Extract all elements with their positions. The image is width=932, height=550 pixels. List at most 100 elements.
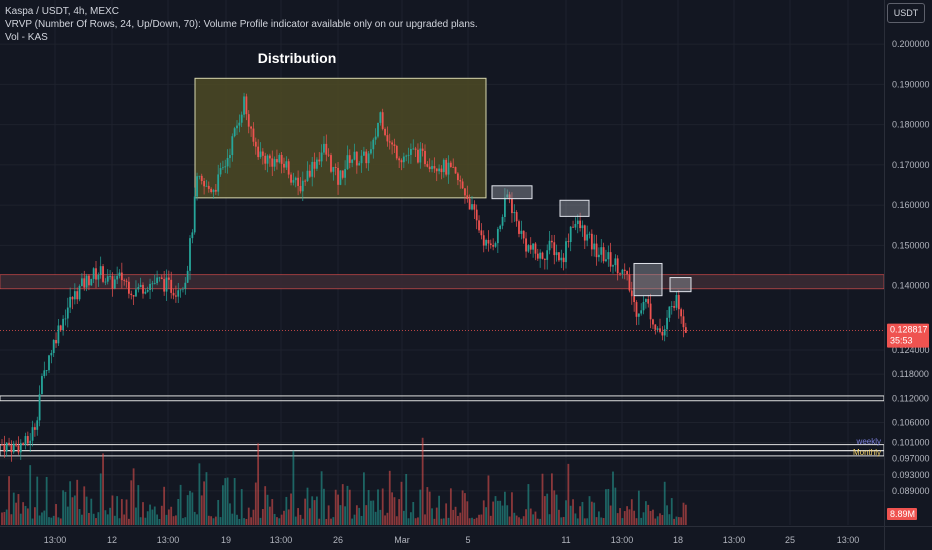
candle-body — [71, 296, 74, 300]
candle-body — [529, 245, 532, 250]
candle-body — [43, 370, 46, 377]
volume-bar — [595, 517, 598, 525]
candle-body — [374, 136, 377, 140]
candle-body — [55, 340, 57, 344]
candle-body — [640, 310, 643, 314]
volume-bar — [649, 510, 652, 525]
candle-body — [605, 259, 607, 262]
candle-body — [294, 177, 297, 181]
candle-body — [600, 247, 603, 255]
volume-bar — [447, 517, 450, 525]
candle-body — [579, 220, 581, 229]
volume-bar — [203, 481, 205, 525]
volume-bar — [367, 490, 370, 525]
candle-body — [240, 114, 243, 123]
current-price-badge — [887, 323, 929, 348]
volume-bar — [438, 495, 440, 525]
volume-bar — [567, 463, 570, 525]
candle-body — [184, 282, 187, 289]
candle-body — [649, 303, 652, 320]
volume-bar — [534, 511, 537, 525]
volume-bar — [182, 518, 184, 525]
candle-body — [341, 170, 344, 178]
candle-body — [492, 245, 495, 247]
candle-body — [621, 269, 624, 275]
volume-bar — [24, 505, 27, 525]
volume-bar — [135, 507, 137, 525]
candle-body — [38, 394, 41, 421]
candle-body — [482, 235, 485, 246]
y-tick-label: 0.190000 — [892, 79, 930, 89]
volume-bar — [379, 509, 382, 525]
candle-body — [97, 274, 100, 280]
volume-bar — [167, 509, 170, 525]
volume-bar — [353, 514, 356, 525]
candle-body — [475, 209, 478, 221]
candle-body — [62, 318, 64, 331]
volume-bar — [189, 490, 191, 525]
candle-body — [504, 197, 506, 217]
x-tick-label: 13:00 — [270, 535, 293, 545]
volume-bar — [210, 516, 213, 525]
volume-bar — [36, 476, 39, 525]
volume-bar — [250, 517, 252, 525]
candle-body — [417, 149, 419, 163]
candle-body — [264, 155, 267, 164]
y-tick-label: 0.089000 — [892, 486, 930, 496]
volume-bar — [410, 512, 412, 525]
candle-body — [551, 240, 553, 243]
volume-bar — [34, 507, 36, 525]
candle-body — [635, 302, 638, 317]
candle-body — [31, 427, 34, 441]
currency-button[interactable]: USDT — [887, 3, 925, 23]
candle-body — [339, 170, 342, 185]
candle-body — [83, 278, 86, 288]
volume-bar — [388, 470, 391, 525]
x-tick-label: Mar — [394, 535, 410, 545]
volume-bar — [57, 517, 60, 525]
candle-body — [316, 159, 318, 169]
volume-bar — [346, 485, 349, 525]
candle-body — [659, 328, 661, 332]
volume-bar — [529, 508, 532, 525]
volume-indicator-label[interactable]: Vol - KAS — [5, 32, 48, 43]
indicator-label[interactable]: VRVP (Number Of Rows, 24, Up/Down, 70): … — [5, 19, 478, 30]
volume-bar — [518, 517, 520, 525]
volume-bar — [261, 509, 264, 525]
candle-body — [210, 188, 213, 192]
candle-body — [76, 291, 79, 300]
candle-body — [299, 185, 302, 192]
candle-body — [572, 226, 574, 228]
volume-bar — [191, 492, 194, 525]
candle-body — [318, 159, 321, 162]
candle-body — [104, 281, 107, 283]
candle-body — [677, 295, 680, 310]
volume-bar — [316, 496, 318, 525]
candle-body — [172, 292, 175, 296]
volume-bar — [142, 502, 144, 525]
candle-body — [327, 154, 330, 156]
candle-body — [473, 204, 476, 210]
volume-bar — [449, 488, 452, 525]
volume-bar — [344, 506, 346, 525]
volume-bar — [670, 498, 673, 525]
volume-bar — [551, 473, 553, 525]
candle-body — [52, 340, 55, 353]
candle-body — [26, 436, 29, 444]
candle-body — [682, 316, 685, 328]
volume-bar — [666, 505, 668, 525]
candle-body — [59, 325, 62, 331]
volume-bar — [323, 488, 325, 525]
candle-body — [487, 240, 490, 244]
volume-bar — [492, 501, 495, 525]
symbol-title[interactable]: Kaspa / USDT, 4h, MEXC — [5, 6, 119, 17]
candle-body — [353, 151, 356, 160]
volume-bar — [647, 504, 650, 525]
volume-bar — [466, 501, 469, 525]
volume-bar — [165, 514, 168, 525]
candle-body — [57, 325, 60, 344]
candle-body — [259, 151, 262, 158]
candle-body — [102, 266, 104, 282]
volume-bar — [153, 506, 156, 525]
